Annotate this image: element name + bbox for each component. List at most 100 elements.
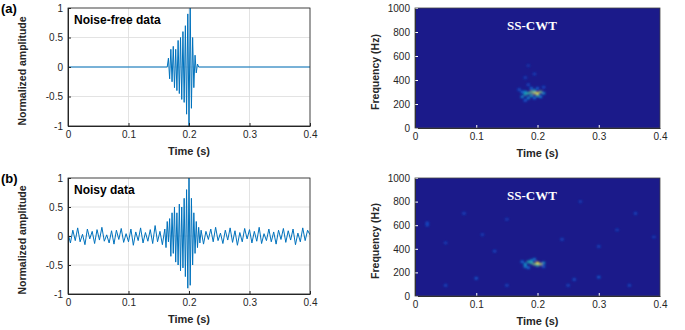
- plot-area: [68, 178, 310, 288]
- x-tick-label: 0.3: [592, 131, 606, 142]
- x-tick: 0.1: [470, 125, 484, 142]
- x-tick-label: 0: [66, 297, 72, 308]
- x-tick: 0.2: [531, 293, 545, 310]
- y-axis-title: Frequency (Hz): [369, 34, 381, 110]
- y-tick-mark: [415, 32, 418, 33]
- y-tick: 200: [393, 99, 418, 110]
- panel: 00.10.20.30.4-1-0.500.51Time (s)Normaliz…: [16, 3, 318, 157]
- y-tick-mark: [415, 225, 418, 226]
- heatmap-cell: [493, 250, 496, 252]
- heatmap-cell: [426, 222, 429, 224]
- x-tick-mark: [476, 125, 477, 128]
- plot-area: [68, 8, 310, 126]
- heatmap-cell: [542, 265, 545, 267]
- x-tick-mark: [129, 123, 130, 126]
- heatmap-cell: [536, 262, 539, 264]
- heatmap-cell: [542, 86, 545, 88]
- heatmap-cell: [475, 277, 478, 279]
- heatmap-cell: [533, 92, 536, 94]
- heatmap-cell: [567, 284, 570, 286]
- grid-line-y: [68, 265, 310, 266]
- heatmap-cell: [536, 92, 539, 94]
- y-tick: 400: [393, 75, 418, 86]
- y-tick-label: 600: [393, 220, 410, 231]
- waveform-line: [68, 178, 310, 288]
- x-tick-label: 0.4: [654, 131, 668, 142]
- heatmap-cell: [524, 265, 527, 267]
- y-tick-label: 200: [393, 267, 410, 278]
- heatmap-cell: [521, 91, 524, 93]
- x-tick-label: 0: [66, 129, 72, 140]
- x-axis-title: Time (s): [517, 315, 559, 327]
- x-tick-label: 0.1: [122, 297, 136, 308]
- y-axis-title: Normalized amplitude: [16, 185, 28, 294]
- heatmap-cell: [542, 92, 545, 94]
- y-tick-mark: [415, 202, 418, 203]
- panel: 00.10.20.30.402004006008001000Time (s)Fr…: [369, 173, 668, 327]
- x-tick-label: 0.4: [304, 297, 318, 308]
- x-tick: 0.2: [183, 291, 197, 308]
- x-tick: 0.3: [592, 293, 606, 310]
- x-axis-title: Time (s): [168, 313, 210, 325]
- grid-line-y: [68, 236, 310, 237]
- plot-frame: [415, 8, 660, 128]
- y-tick: 600: [393, 220, 418, 231]
- heatmap-cell: [527, 261, 530, 263]
- x-axis: 00.10.20.30.4: [66, 123, 318, 140]
- heatmap-cell: [628, 284, 631, 286]
- heatmap-background: [415, 178, 660, 296]
- x-tick-label: 0.1: [470, 299, 484, 310]
- x-tick-mark: [189, 291, 190, 294]
- heatmap-cell: [573, 278, 576, 280]
- heatmap-cell: [530, 259, 533, 261]
- y-tick-mark: [68, 207, 71, 208]
- heatmap-cell: [616, 229, 619, 231]
- panel: 00.10.20.30.402004006008001000Time (s)Fr…: [369, 3, 668, 159]
- x-tick: 0.3: [592, 125, 606, 142]
- grid-line-y: [68, 37, 310, 38]
- y-tick-label: 0: [57, 231, 63, 242]
- x-axis: 00.10.20.30.4: [413, 125, 668, 142]
- heatmap-cell: [530, 91, 533, 93]
- heatmap-cell: [533, 258, 536, 260]
- plot-frame: [68, 8, 310, 126]
- y-tick-label: 0.5: [49, 202, 63, 213]
- heatmap-cell: [539, 91, 542, 93]
- heatmap-cell: [533, 263, 536, 265]
- y-tick-label: 1000: [388, 3, 411, 14]
- heatmap-cell: [524, 99, 527, 101]
- waveform-line: [68, 8, 310, 126]
- annotation: SS-CWT: [507, 188, 557, 203]
- heatmap-cell: [444, 284, 447, 286]
- heatmap-cells: [518, 64, 546, 101]
- y-tick-mark: [415, 272, 418, 273]
- x-tick: 0.4: [304, 291, 318, 308]
- x-tick-mark: [599, 125, 600, 128]
- heatmap-cell: [634, 212, 637, 214]
- x-tick: 0.3: [243, 291, 257, 308]
- y-tick-label: 0: [57, 62, 63, 73]
- x-tick: 0.4: [304, 123, 318, 140]
- x-tick-label: 0.3: [243, 129, 257, 140]
- grid: [68, 8, 310, 126]
- y-tick: 600: [393, 51, 418, 62]
- x-tick-label: 0.2: [183, 129, 197, 140]
- x-tick: 0.2: [531, 125, 545, 142]
- heatmap-cell: [527, 97, 530, 99]
- y-tick-mark: [68, 38, 71, 39]
- heatmap-cell: [518, 88, 521, 90]
- heatmap-cell: [597, 276, 600, 278]
- y-axis: -1-0.500.51: [46, 173, 71, 300]
- heatmap-cell: [527, 92, 530, 94]
- x-tick-mark: [476, 293, 477, 296]
- y-axis: -1-0.500.51: [46, 3, 71, 132]
- heatmap-cell: [527, 64, 530, 66]
- y-tick-mark: [68, 236, 71, 237]
- x-tick-mark: [250, 123, 251, 126]
- heatmap-cell: [527, 84, 530, 86]
- heatmap-cell: [597, 245, 600, 247]
- y-tick-label: -0.5: [46, 260, 64, 271]
- y-tick-label: -1: [54, 121, 63, 132]
- x-tick: 0.4: [654, 293, 668, 310]
- heatmap-cell: [530, 262, 533, 264]
